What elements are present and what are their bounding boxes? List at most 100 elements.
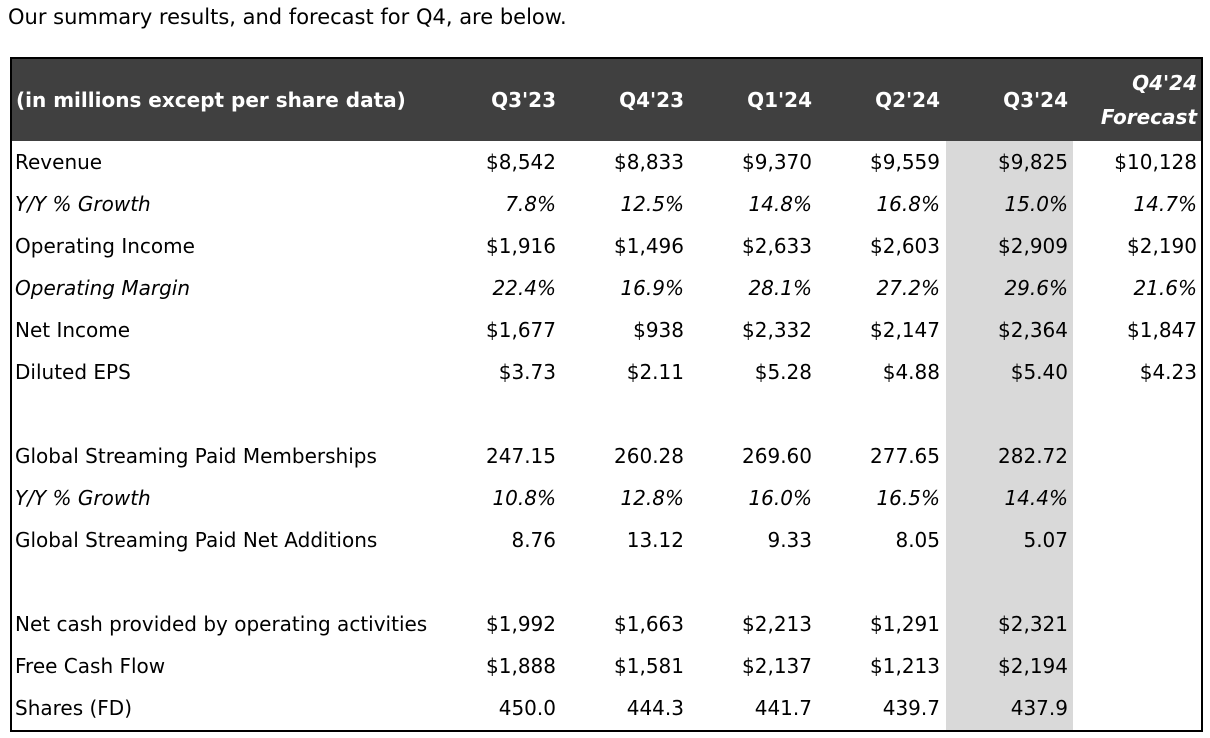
row-label: Operating Income (15, 234, 195, 258)
cell-value: $9,825 (998, 150, 1068, 174)
cell-value: 8.76 (511, 528, 556, 552)
cell-value: 260.28 (614, 444, 684, 468)
cell-value: 8.05 (895, 528, 940, 552)
header-col-q2-24: Q2'24 (875, 88, 940, 112)
table-row-paid-net-additions: Global Streaming Paid Net Additions 8.76… (12, 519, 1201, 561)
cell-value: 15.0% (1004, 192, 1068, 216)
cell-value: $2,909 (998, 234, 1068, 258)
cell-value-forecast: $4.23 (1139, 360, 1197, 384)
cell-value: 437.9 (1010, 696, 1068, 720)
row-label: Net cash provided by operating activitie… (15, 612, 428, 636)
intro-text: Our summary results, and forecast for Q4… (8, 5, 567, 29)
header-col-q3-23: Q3'23 (491, 88, 556, 112)
cell-value: $1,888 (486, 654, 556, 678)
cell-value: 14.4% (1004, 486, 1068, 510)
row-label: Free Cash Flow (15, 654, 166, 678)
table-row-free-cash-flow: Free Cash Flow $1,888 $1,581 $2,137 $1,2… (12, 645, 1201, 687)
cell-value: 247.15 (486, 444, 556, 468)
cell-value: $3.73 (498, 360, 556, 384)
cell-value: $2,364 (998, 318, 1068, 342)
cell-value: 10.8% (492, 486, 556, 510)
row-label: Operating Margin (15, 276, 191, 300)
cell-value: $2,147 (870, 318, 940, 342)
table-row-revenue-growth: Y/Y % Growth 7.8% 12.5% 14.8% 16.8% 15.0… (12, 183, 1201, 225)
table-row-revenue: Revenue $8,542 $8,833 $9,370 $9,559 $9,8… (12, 141, 1201, 183)
highlighted-column-q3-24 (946, 141, 1073, 730)
cell-value: $2,633 (742, 234, 812, 258)
cell-value: 16.8% (876, 192, 940, 216)
cell-value: 450.0 (498, 696, 556, 720)
cell-value: 14.8% (748, 192, 812, 216)
header-col-q4-23: Q4'23 (619, 88, 684, 112)
row-label: Net Income (15, 318, 131, 342)
table-header-row: (in millions except per share data) Q3'2… (12, 59, 1201, 141)
cell-value: $2,137 (742, 654, 812, 678)
cell-value: $2,194 (998, 654, 1068, 678)
cell-value: $9,370 (742, 150, 812, 174)
table-row-operating-income: Operating Income $1,916 $1,496 $2,633 $2… (12, 225, 1201, 267)
cell-value-forecast: $1,847 (1127, 318, 1197, 342)
cell-value: 16.5% (876, 486, 940, 510)
cell-value: 29.6% (1004, 276, 1068, 300)
cell-value: $1,916 (486, 234, 556, 258)
row-label: Y/Y % Growth (15, 486, 151, 510)
table-body: Revenue $8,542 $8,833 $9,370 $9,559 $9,8… (12, 141, 1201, 729)
table-row-diluted-eps: Diluted EPS $3.73 $2.11 $5.28 $4.88 $5.4… (12, 351, 1201, 393)
table-row-memberships-growth: Y/Y % Growth 10.8% 12.8% 16.0% 16.5% 14.… (12, 477, 1201, 519)
cell-value: $2.11 (626, 360, 684, 384)
cell-value: 5.07 (1023, 528, 1068, 552)
cell-value: $8,833 (614, 150, 684, 174)
row-label: Global Streaming Paid Net Additions (15, 528, 378, 552)
table-row-operating-cash: Net cash provided by operating activitie… (12, 603, 1201, 645)
cell-value: 282.72 (998, 444, 1068, 468)
cell-value: $1,213 (870, 654, 940, 678)
cell-value: 277.65 (870, 444, 940, 468)
cell-value-forecast: 21.6% (1133, 276, 1197, 300)
cell-value: 9.33 (767, 528, 812, 552)
cell-value: 13.12 (626, 528, 684, 552)
cell-value: $5.28 (754, 360, 812, 384)
cell-value: $4.88 (882, 360, 940, 384)
table-row-paid-memberships: Global Streaming Paid Memberships 247.15… (12, 435, 1201, 477)
cell-value: 12.8% (620, 486, 684, 510)
table-row-shares-fd: Shares (FD) 450.0 444.3 441.7 439.7 437.… (12, 687, 1201, 729)
row-label: Revenue (15, 150, 103, 174)
header-col-q4-24-forecast: Q4'24 Forecast (1101, 59, 1197, 141)
cell-value: 28.1% (748, 276, 812, 300)
cell-value: 269.60 (742, 444, 812, 468)
cell-value: $2,603 (870, 234, 940, 258)
cell-value: $2,321 (998, 612, 1068, 636)
cell-value-forecast: $10,128 (1114, 150, 1197, 174)
cell-value: $5.40 (1010, 360, 1068, 384)
cell-value: $2,332 (742, 318, 812, 342)
cell-value: 7.8% (505, 192, 556, 216)
cell-value: $1,992 (486, 612, 556, 636)
row-label: Global Streaming Paid Memberships (15, 444, 377, 468)
row-label: Shares (FD) (15, 696, 133, 720)
cell-value: $2,213 (742, 612, 812, 636)
header-label: (in millions except per share data) (16, 88, 406, 112)
table-row-net-income: Net Income $1,677 $938 $2,332 $2,147 $2,… (12, 309, 1201, 351)
cell-value: 22.4% (492, 276, 556, 300)
cell-value: 444.3 (626, 696, 684, 720)
forecast-quarter-label: Q4'24 (1132, 71, 1197, 95)
cell-value-forecast: 14.7% (1133, 192, 1197, 216)
cell-value: 441.7 (754, 696, 812, 720)
header-col-q1-24: Q1'24 (747, 88, 812, 112)
row-label: Y/Y % Growth (15, 192, 151, 216)
cell-value: 16.9% (620, 276, 684, 300)
cell-value: $938 (633, 318, 684, 342)
cell-value: 12.5% (620, 192, 684, 216)
cell-value: $9,559 (870, 150, 940, 174)
cell-value: $1,496 (614, 234, 684, 258)
cell-value: $8,542 (486, 150, 556, 174)
table-row-spacer (12, 393, 1201, 435)
header-col-q3-24: Q3'24 (1003, 88, 1068, 112)
cell-value: $1,291 (870, 612, 940, 636)
cell-value: 27.2% (876, 276, 940, 300)
cell-value: $1,677 (486, 318, 556, 342)
cell-value: $1,581 (614, 654, 684, 678)
table-row-spacer (12, 561, 1201, 603)
summary-results-table: (in millions except per share data) Q3'2… (10, 57, 1203, 732)
cell-value: $1,663 (614, 612, 684, 636)
